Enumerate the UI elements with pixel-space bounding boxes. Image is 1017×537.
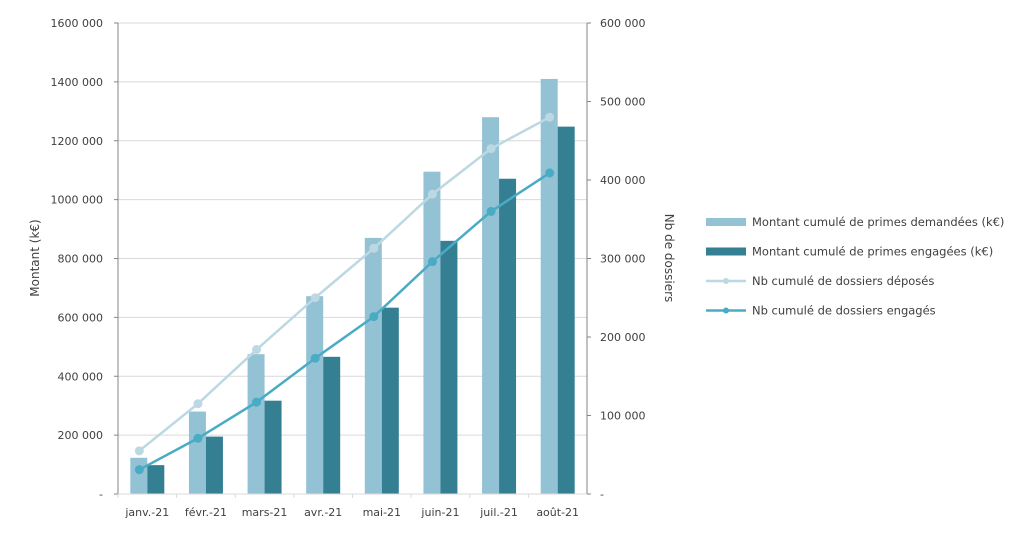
lines [134,112,555,475]
point-engages [486,206,496,216]
bar-demandees [423,171,441,495]
x-tick-label: avr.-21 [304,506,342,519]
bar-engagees [499,178,517,495]
y-right-tick-label: 500 000 [600,96,646,109]
y-right-tick-label: 400 000 [600,174,646,187]
point-engages [193,433,203,443]
point-deposes [193,399,203,409]
point-deposes [427,189,437,199]
point-engages [545,168,555,178]
point-deposes [310,293,320,303]
legend-marker [723,278,729,284]
x-tick-label: janv.-21 [124,506,169,519]
y-right-tick-label: - [600,488,604,501]
y-left-tick-label: 800 000 [58,253,104,266]
axes: - 200 000 400 000 600 000 800 000 1000 000 120… [51,17,646,519]
bar-demandees [364,237,382,495]
point-engages [134,465,144,475]
y-left-tick-label: 1600 000 [51,17,104,30]
point-engages [252,397,262,407]
legend-label: Nb cumulé de dossiers engagés [752,304,936,318]
y-right-tick-label: 600 000 [600,17,646,30]
y-left-tick-label: 200 000 [58,429,104,442]
point-engages [369,312,379,322]
bar-engagees [323,356,341,494]
x-tick-label: juin-21 [420,506,459,519]
legend-swatch [706,247,746,256]
bars [130,78,575,495]
bar-demandees [306,296,324,494]
point-engages [310,353,320,363]
bar-engagees [440,240,458,494]
bar-engagees [264,400,282,494]
x-tick-label: juil.-21 [479,506,518,519]
y-right-tick-label: 200 000 [600,331,646,344]
bar-demandees [247,354,265,494]
bar-demandees [540,78,558,495]
bar-engagees [381,307,399,494]
legend-swatch [706,218,746,226]
bar-engagees [147,465,165,494]
y-left-tick-label: 1000 000 [51,194,104,207]
y-left-tick-label: 400 000 [58,370,104,383]
legend-label: Montant cumulé de primes engagées (k€) [752,245,993,259]
point-deposes [134,446,144,456]
y-axis-left-label: Montant (k€) [28,219,42,296]
point-deposes [486,144,496,154]
bar-demandees [130,457,148,494]
x-tick-label: févr.-21 [185,506,227,519]
legend-label: Nb cumulé de dossiers déposés [752,274,934,288]
y-left-tick-label: 1400 000 [51,76,104,89]
line-deposes [138,116,551,452]
point-engages [427,257,437,267]
y-axis-right-label: Nb de dossiers [662,214,676,303]
point-deposes [369,243,379,253]
y-right-tick-label: 300 000 [600,253,646,266]
legend-label: Montant cumulé de primes demandées (k€) [752,215,1004,229]
legend: Montant cumulé de primes demandées (k€) M… [706,215,1004,318]
bar-engagees [557,126,575,495]
y-left-tick-label: 1200 000 [51,135,104,148]
point-deposes [252,345,262,355]
x-tick-label: août-21 [536,506,579,519]
bar-engagees [205,436,223,494]
point-deposes [545,112,555,122]
line-engages [138,171,551,471]
bar-demandees [188,411,206,494]
gridlines [118,22,587,436]
y-left-tick-label: - [99,488,103,501]
y-right-tick-label: 100 000 [600,410,646,423]
bar-demandees [482,117,500,494]
legend-marker [723,307,729,314]
y-left-tick-label: 600 000 [58,311,104,324]
x-tick-label: mai-21 [363,506,401,519]
x-tick-label: mars-21 [242,506,288,519]
